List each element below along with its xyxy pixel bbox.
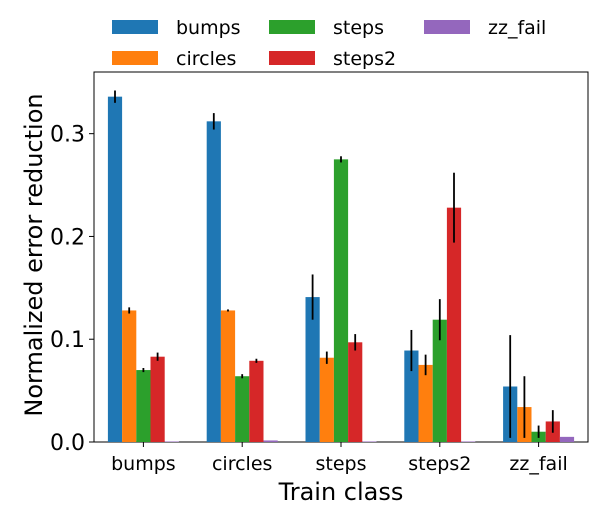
- legend-label-steps: steps: [333, 17, 384, 39]
- bar-zz_fail-steps2: [461, 441, 476, 442]
- legend-swatch-steps2: [269, 51, 315, 65]
- bar-zz_fail-bumps: [164, 441, 179, 442]
- x-tick-label-circles: circles: [212, 453, 272, 475]
- bar-bumps-steps2: [404, 350, 419, 442]
- bar-circles-steps2: [418, 364, 433, 442]
- y-tick-label-1: 0.1: [50, 328, 85, 353]
- legend-label-steps2: steps2: [333, 48, 396, 70]
- bar-steps2-circles: [249, 360, 264, 442]
- bar-circles-steps: [319, 357, 334, 442]
- bar-steps2-bumps: [150, 356, 165, 442]
- legend-label-bumps: bumps: [176, 17, 241, 39]
- legend-swatch-zz_fail: [424, 20, 470, 34]
- y-tick-label-2: 0.2: [50, 225, 85, 250]
- bar-zz_fail-circles: [263, 440, 278, 442]
- y-tick-label-0: 0.0: [50, 431, 85, 456]
- bar-bumps-circles: [206, 121, 221, 442]
- x-axis: bumps circles steps steps2 zz_fail: [111, 442, 568, 475]
- y-tick-label-3: 0.3: [50, 123, 85, 148]
- bar-steps2-steps: [348, 342, 363, 442]
- bar-circles-bumps: [122, 310, 137, 442]
- bar-circles-circles: [220, 310, 236, 442]
- bar-zz_fail-steps: [362, 441, 377, 442]
- y-axis-title: Normalized error reduction: [20, 93, 48, 416]
- bar-steps-steps: [333, 159, 349, 442]
- x-tick-label-steps2: steps2: [408, 453, 471, 475]
- y-axis: 0.0 0.1 0.2 0.3: [50, 123, 94, 456]
- legend-label-circles: circles: [176, 48, 236, 70]
- legend-swatch-circles: [112, 51, 158, 65]
- x-tick-label-bumps: bumps: [111, 453, 176, 475]
- legend-label-zz_fail: zz_fail: [488, 17, 546, 39]
- legend: bumps circles steps steps2 zz_fail: [112, 17, 546, 70]
- bar-bumps-steps: [305, 297, 320, 442]
- bar-steps-circles: [235, 376, 250, 442]
- error-bars: [114, 90, 554, 438]
- bar-steps-steps2: [432, 319, 447, 442]
- bar-bumps-bumps: [107, 96, 123, 443]
- bar-zz_fail-zz_fail: [559, 436, 575, 442]
- x-tick-label-zz_fail: zz_fail: [509, 453, 567, 475]
- x-tick-label-steps: steps: [316, 453, 367, 475]
- bars: [107, 96, 575, 443]
- x-axis-title: Train class: [278, 478, 404, 506]
- bar-steps-bumps: [136, 370, 151, 442]
- legend-swatch-steps: [269, 20, 315, 34]
- bar-steps2-steps2: [446, 207, 462, 442]
- legend-swatch-bumps: [112, 20, 158, 34]
